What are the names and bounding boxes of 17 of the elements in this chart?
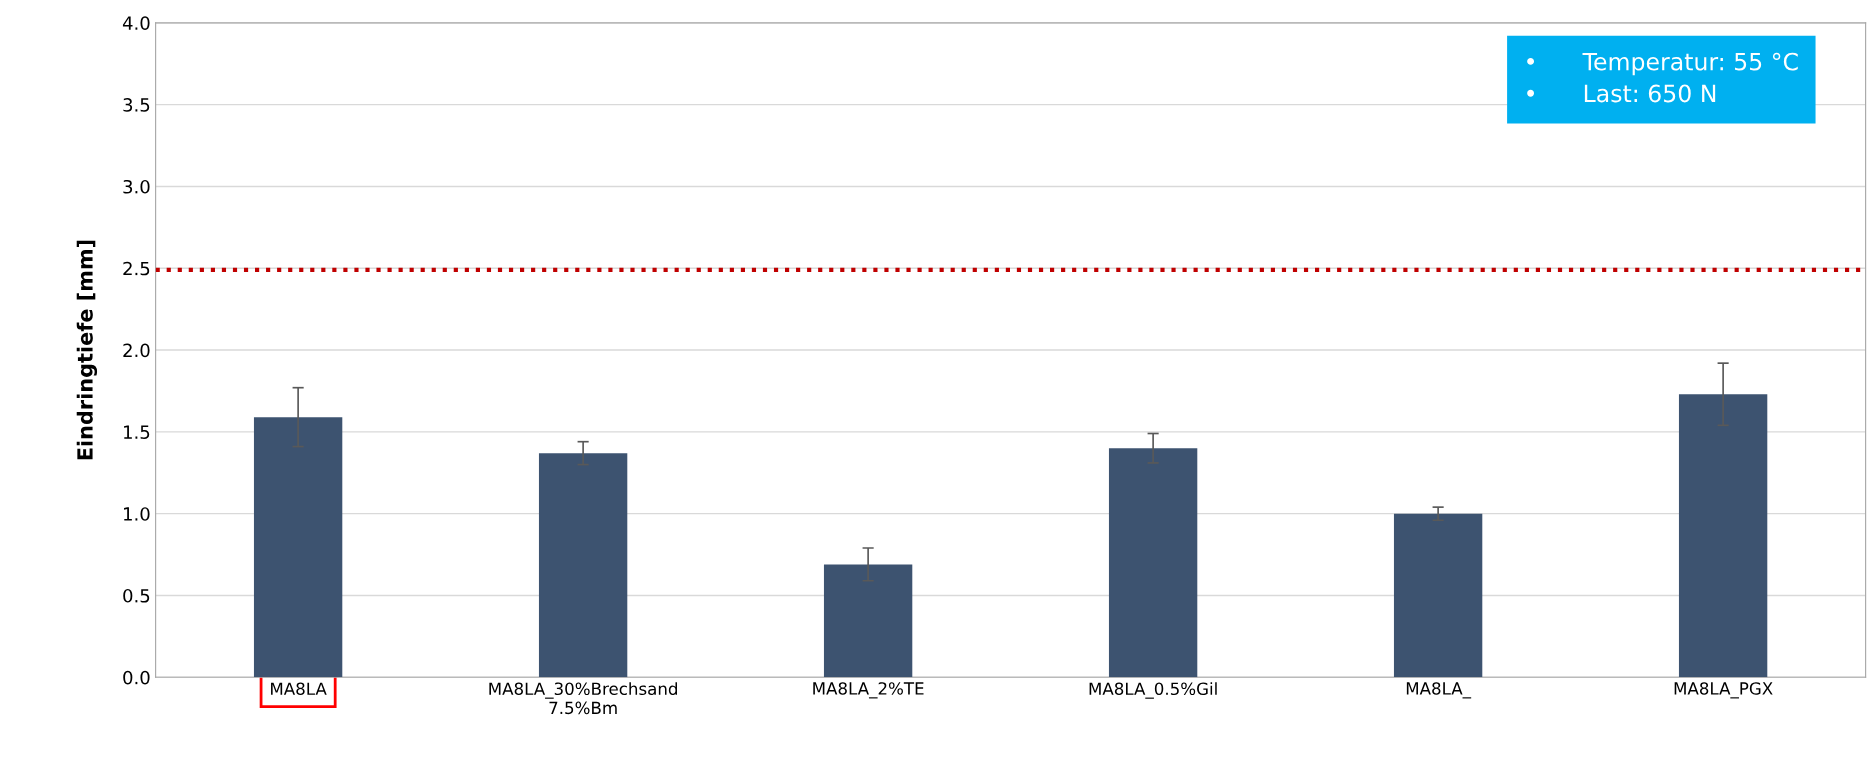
y-tick-label: 3.5: [123, 98, 150, 112]
y-tick-label: 2.5: [123, 261, 150, 276]
y-tick-label: 1.5: [124, 425, 150, 439]
y-axis-title: Eindringtiefe [mm]: [76, 240, 98, 460]
x-tick-label: MA8LA_2%TE: [813, 682, 924, 699]
y-tick-label: 0.5: [123, 588, 150, 603]
y-tick-label: 4.0: [122, 16, 150, 30]
x-tick-label: MA8LA_30%Brechsand 7.5%Bm: [489, 682, 677, 715]
y-tick-label: 0.0: [123, 670, 150, 685]
x-tick-label: MA8LA_0.5%Gil: [1089, 682, 1217, 699]
y-tick-label: 2.0: [123, 343, 150, 358]
y-tick-label: 1.0: [124, 507, 150, 521]
x-tick-label: MA8LA: [271, 682, 327, 696]
x-tick-label: MA8LA_: [1406, 682, 1472, 699]
x-tick-label: MA8LA_PGX: [1674, 682, 1773, 699]
annotation: • Temperatur: 55 °C • Last: 650 N: [1527, 52, 1798, 103]
y-tick-label: 3.0: [123, 179, 150, 194]
